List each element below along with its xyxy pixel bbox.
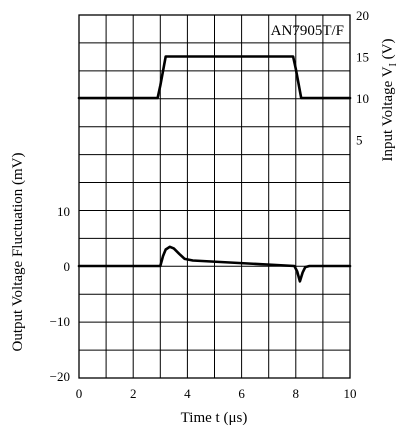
x-tick-label: 0 bbox=[76, 386, 83, 401]
right-axis-label: Input Voltage VI (V) bbox=[380, 39, 399, 162]
x-tick-label: 4 bbox=[184, 386, 191, 401]
x-tick-label: 8 bbox=[293, 386, 300, 401]
input-voltage-trace bbox=[77, 55, 352, 100]
left-axis-label: Output Voltage Fluctuation (mV) bbox=[10, 152, 26, 351]
left-tick-labels: 10 0 −10 −20 bbox=[50, 204, 70, 384]
plot-frame bbox=[78, 14, 351, 379]
right-axis-label-main: Input Voltage V bbox=[380, 66, 396, 161]
grid bbox=[79, 15, 350, 378]
left-tick-label: 0 bbox=[64, 259, 71, 274]
x-tick-label: 10 bbox=[344, 386, 357, 401]
right-tick-label: 10 bbox=[356, 91, 369, 106]
left-tick-label: 10 bbox=[57, 204, 70, 219]
chart-annotation: AN7905T/F bbox=[271, 23, 344, 39]
x-axis-label: Time t (μs) bbox=[181, 410, 248, 426]
right-tick-label: 15 bbox=[356, 50, 369, 65]
right-axis-label-subscript: I bbox=[388, 63, 399, 66]
output-fluctuation-trace bbox=[77, 245, 352, 283]
x-tick-label: 2 bbox=[130, 386, 137, 401]
right-tick-labels: 20 15 10 5 bbox=[356, 8, 369, 148]
traces bbox=[77, 55, 352, 283]
right-axis-label-unit: (V) bbox=[380, 39, 396, 64]
right-tick-label: 20 bbox=[356, 8, 369, 23]
right-tick-label: 5 bbox=[356, 133, 363, 148]
left-tick-label: −20 bbox=[50, 369, 70, 384]
x-tick-label: 6 bbox=[238, 386, 245, 401]
x-tick-labels: 0 2 4 6 8 10 bbox=[76, 386, 357, 401]
left-tick-label: −10 bbox=[50, 314, 70, 329]
